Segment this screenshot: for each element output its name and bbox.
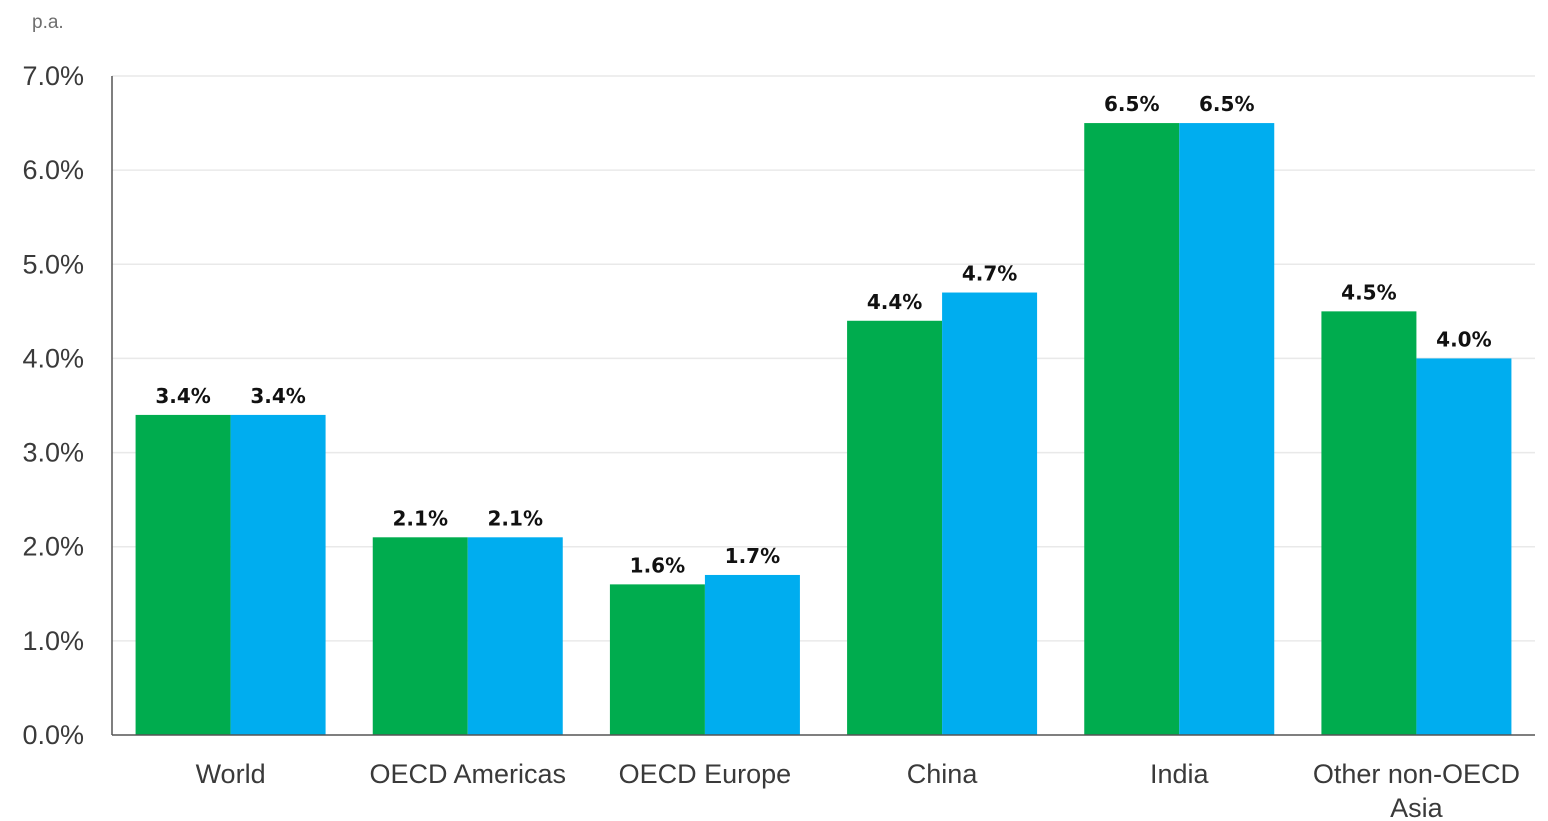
bar [135, 414, 231, 735]
bar [1084, 123, 1180, 736]
x-tick-label: India [1150, 759, 1210, 789]
x-tick-label: OECD Europe [619, 759, 792, 789]
y-tick-label: 4.0% [22, 343, 84, 373]
bar [609, 584, 705, 735]
x-tick-label: Asia [1390, 793, 1444, 821]
y-tick-label: 5.0% [22, 249, 84, 279]
x-axis-ticks: World OECD Americas OECD Europe China India O… [196, 759, 1520, 821]
y-tick-label: 7.0% [22, 61, 84, 91]
data-label: 6.5% [1104, 92, 1159, 116]
data-label: 3.4% [155, 384, 210, 408]
data-label: 4.5% [1341, 280, 1396, 304]
y-tick-label: 6.0% [22, 155, 84, 185]
bar [1179, 123, 1275, 736]
data-label: 2.1% [393, 506, 448, 530]
bar [230, 414, 326, 735]
bar [467, 537, 563, 735]
y-tick-label: 1.0% [22, 626, 84, 656]
data-label: 4.7% [962, 262, 1017, 286]
data-label: 1.6% [630, 553, 685, 577]
x-tick-label: China [907, 759, 979, 789]
y-tick-label: 2.0% [22, 532, 84, 562]
data-label: 2.1% [488, 506, 543, 530]
bar [847, 320, 943, 735]
x-tick-label: World [196, 759, 266, 789]
gridlines [112, 75, 1535, 642]
data-label: 6.5% [1199, 92, 1254, 116]
data-label: 4.4% [867, 290, 922, 314]
y-tick-label: 3.0% [22, 438, 84, 468]
y-tick-label: 0.0% [22, 720, 84, 750]
x-tick-label: Other non-OECD [1313, 759, 1520, 789]
bar [1416, 358, 1512, 735]
unit-label: p.a. [32, 12, 64, 33]
data-label: 4.0% [1436, 327, 1491, 351]
bar [704, 574, 800, 735]
bar [1321, 311, 1417, 735]
y-axis-ticks: 0.0% 1.0% 2.0% 3.0% 4.0% 5.0% 6.0% 7.0% [22, 61, 84, 750]
bar [372, 537, 468, 735]
x-tick-label: OECD Americas [369, 759, 566, 789]
data-labels: 3.4% 3.4% 2.1% 2.1% 1.6% 1.7% 4.4% 4.7% 6.5% 6.5%… [155, 92, 1491, 577]
bar [942, 292, 1038, 735]
data-label: 1.7% [725, 544, 780, 568]
bars [135, 123, 1512, 736]
data-label: 3.4% [250, 384, 305, 408]
